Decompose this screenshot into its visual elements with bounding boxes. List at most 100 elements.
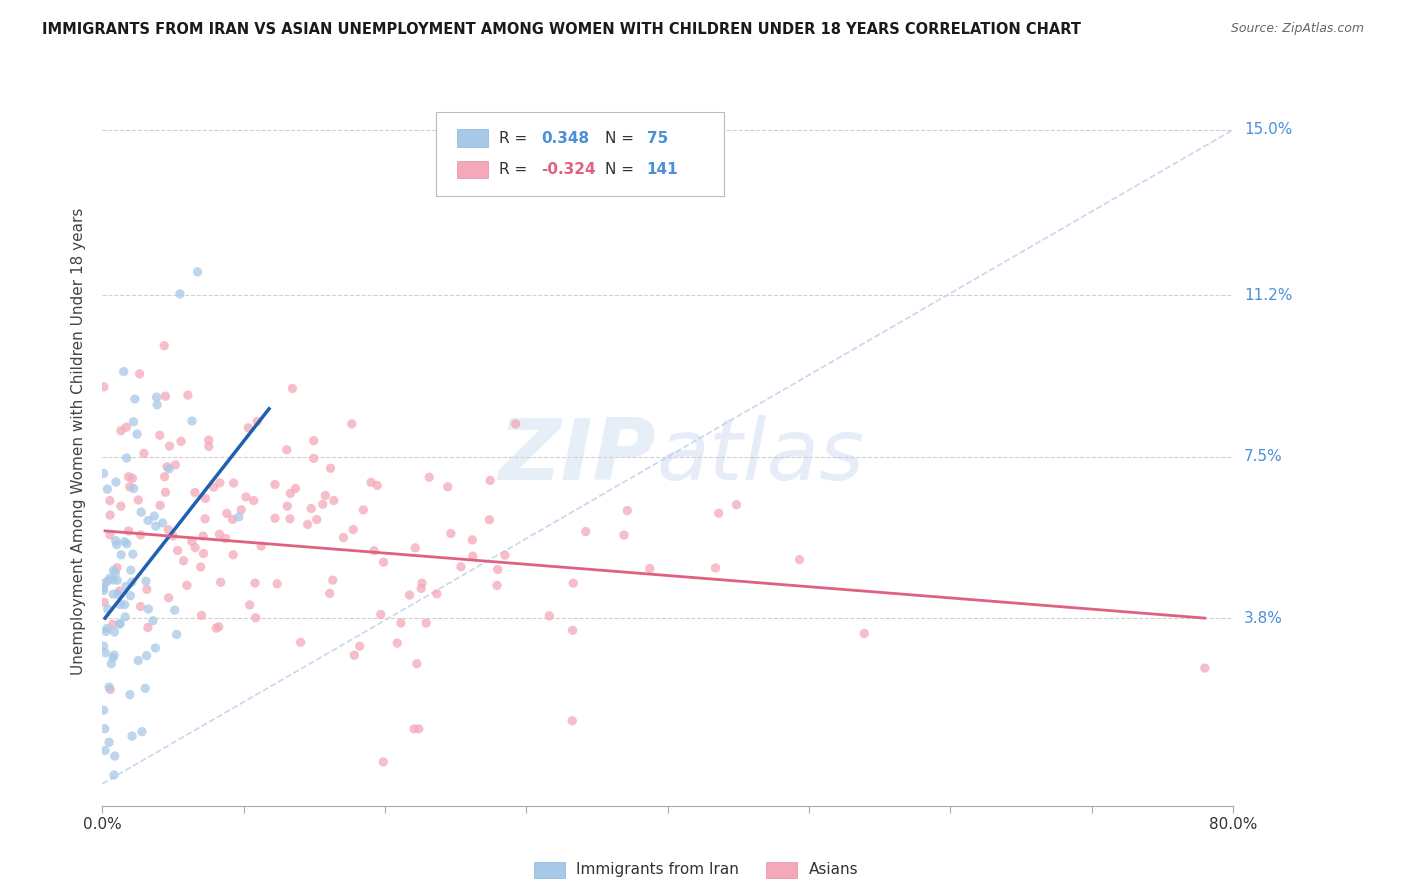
Point [98,508,121,522]
Point [426,587,449,601]
Point [389,616,412,631]
Point [231,503,253,517]
Point [152,516,174,530]
Point [112,365,135,379]
Point [120,563,142,577]
Point [115,537,138,551]
Point [121,575,143,590]
Point [122,415,145,429]
Point [157,523,180,537]
Point [93,703,115,717]
Point [404,722,426,736]
Point [153,469,176,483]
Text: IMMIGRANTS FROM IRAN VS ASIAN UNEMPLOYMENT AMONG WOMEN WITH CHILDREN UNDER 18 YE: IMMIGRANTS FROM IRAN VS ASIAN UNEMPLOYME… [42,22,1081,37]
Point [363,543,385,558]
Point [132,446,155,460]
Point [100,657,122,671]
Point [190,608,212,623]
Point [250,539,273,553]
Point [103,648,125,662]
Point [373,555,395,569]
Point [208,475,231,490]
Text: Source: ZipAtlas.com: Source: ZipAtlas.com [1230,22,1364,36]
Point [103,573,125,587]
Point [110,548,132,562]
Point [1194,661,1216,675]
Point [117,469,139,483]
Point [302,434,325,448]
Point [284,482,307,496]
Point [246,415,269,429]
Point [162,529,184,543]
Point [707,506,730,520]
Point [538,608,561,623]
Point [290,635,312,649]
Point [93,380,115,394]
Point [264,511,287,525]
Point [159,439,181,453]
Point [104,475,127,490]
Point [104,533,127,548]
Point [194,491,217,506]
Point [312,497,335,511]
Point [408,722,430,736]
Point [314,488,336,502]
Point [103,625,125,640]
Text: -0.324: -0.324 [541,162,596,177]
Point [322,493,344,508]
Point [373,755,395,769]
Text: atlas: atlas [657,415,865,498]
Point [98,571,121,585]
Point [155,389,177,403]
Text: 3.8%: 3.8% [1244,611,1284,625]
Point [343,648,366,663]
Point [450,559,472,574]
Text: 75: 75 [647,131,668,145]
Point [198,439,221,453]
Point [638,561,661,575]
Point [169,286,191,301]
Point [93,467,115,481]
Point [242,493,264,508]
Point [138,602,160,616]
Point [853,626,876,640]
Text: N =: N = [605,131,638,145]
Point [118,688,141,702]
Point [96,622,118,636]
Point [97,574,120,588]
Point [135,574,157,589]
Point [135,648,157,663]
Point [485,578,508,592]
Text: 7.5%: 7.5% [1244,450,1282,464]
Point [110,598,132,612]
Point [194,512,217,526]
Text: 15.0%: 15.0% [1244,122,1292,137]
Point [104,749,127,764]
Point [98,528,121,542]
Point [208,527,231,541]
Point [299,501,322,516]
Point [170,434,193,449]
Point [461,549,484,564]
Point [149,499,172,513]
Point [105,538,128,552]
Point [278,512,301,526]
Point [440,526,463,541]
Text: N =: N = [605,162,638,177]
Point [121,471,143,485]
Point [121,547,143,561]
Point [190,560,212,574]
Text: R =: R = [499,131,533,145]
Point [404,541,426,555]
Point [222,475,245,490]
Point [177,388,200,402]
Point [228,509,250,524]
Point [305,512,328,526]
Point [187,265,209,279]
Point [266,576,288,591]
Point [561,714,583,728]
Point [114,610,136,624]
Point [616,503,638,517]
Point [276,499,298,513]
Point [108,616,131,631]
